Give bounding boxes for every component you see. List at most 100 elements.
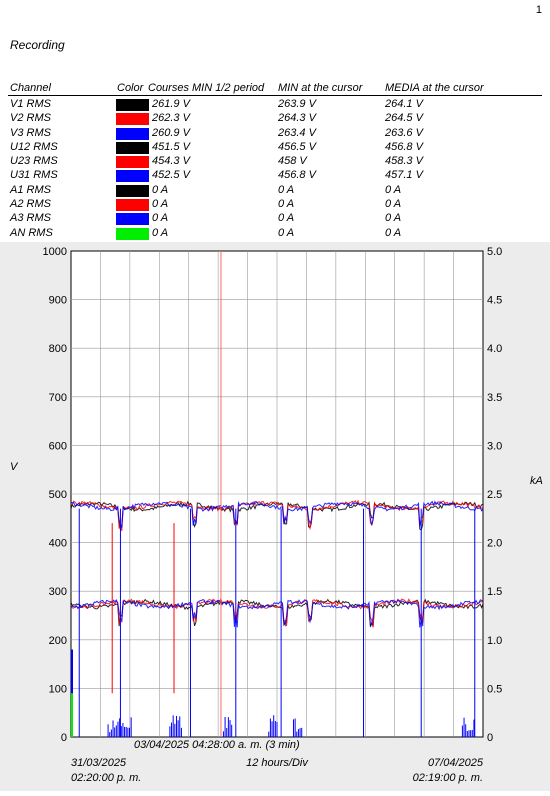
media-cursor-value: 0 A bbox=[385, 198, 402, 211]
media-cursor-value: 456.8 V bbox=[385, 140, 423, 153]
chart-panel: 0 100 200 300 400 500 600 700 800 900 1000 0 0.5 1.0 1… bbox=[0, 242, 550, 791]
y-axis-label-right: kA bbox=[530, 475, 543, 487]
min-half-period-value: 0 A bbox=[152, 183, 169, 196]
channel-name: V3 RMS bbox=[10, 126, 51, 139]
color-swatch bbox=[116, 113, 149, 126]
x-end-time: 02:19:00 p. m. bbox=[413, 772, 483, 784]
channel-name: V1 RMS bbox=[10, 98, 51, 110]
y-tick-right: 2.5 bbox=[487, 489, 502, 501]
x-start-time: 02:20:00 p. m. bbox=[71, 772, 141, 784]
media-cursor-value: 457.1 V bbox=[385, 169, 423, 182]
channel-name: U31 RMS bbox=[10, 169, 58, 182]
color-swatch bbox=[116, 199, 149, 212]
y-tick-right: 3.0 bbox=[487, 440, 502, 452]
y-tick-left: 900 bbox=[49, 295, 67, 307]
color-swatch bbox=[116, 213, 149, 226]
y-tick-left: 1000 bbox=[43, 246, 67, 258]
color-swatch bbox=[116, 227, 149, 240]
min-cursor-value: 456.5 V bbox=[278, 140, 316, 153]
color-swatch bbox=[116, 127, 149, 140]
recording-chart: 0 100 200 300 400 500 600 700 800 900 1000 0 0.5 1.0 1… bbox=[10, 246, 543, 784]
min-half-period-value: 262.3 V bbox=[152, 112, 190, 125]
y-tick-right: 0 bbox=[487, 732, 493, 744]
color-swatch bbox=[116, 99, 149, 111]
color-swatch bbox=[116, 170, 149, 183]
y-tick-right: 4.5 bbox=[487, 295, 502, 307]
y-tick-left: 800 bbox=[49, 343, 67, 355]
min-cursor-value: 456.8 V bbox=[278, 169, 316, 182]
min-half-period-value: 452.5 V bbox=[152, 169, 190, 182]
media-cursor-value: 0 A bbox=[385, 183, 402, 196]
cursor-label: 03/04/2025 04:28:00 a. m. (3 min) bbox=[134, 739, 300, 751]
x-start-date: 31/03/2025 bbox=[71, 757, 127, 769]
series-line-u31-rms bbox=[70, 500, 484, 528]
min-cursor-value: 263.4 V bbox=[278, 126, 316, 139]
min-cursor-value: 0 A bbox=[278, 226, 295, 239]
table-row: U12 RMS 451.5 V 456.5 V 456.8 V bbox=[0, 141, 550, 155]
series-line-v2-rms bbox=[70, 597, 484, 628]
header-channel: Channel bbox=[10, 82, 51, 94]
x-division-label: 12 hours/Div bbox=[246, 757, 309, 769]
header-min-half-period: Courses MIN 1/2 period bbox=[148, 82, 265, 94]
channel-name: U23 RMS bbox=[10, 155, 58, 168]
y-tick-right: 1.0 bbox=[487, 635, 502, 647]
page-number: 1 bbox=[535, 4, 542, 16]
y-tick-left: 400 bbox=[49, 538, 67, 550]
y-tick-left: 0 bbox=[61, 732, 67, 744]
media-cursor-value: 264.5 V bbox=[385, 112, 423, 125]
min-half-period-value: 451.5 V bbox=[152, 140, 190, 153]
table-header: Channel Color Courses MIN 1/2 period MIN… bbox=[0, 82, 550, 94]
series-line-u23-rms bbox=[70, 499, 484, 532]
channel-name: A1 RMS bbox=[10, 183, 51, 196]
y-tick-right: 4.0 bbox=[487, 343, 502, 355]
table-row: V1 RMS 261.9 V 263.9 V 264.1 V bbox=[0, 98, 550, 112]
header-media-cursor: MEDIA at the cursor bbox=[385, 82, 484, 94]
header-divider bbox=[8, 95, 542, 96]
header-color: Color bbox=[117, 82, 144, 94]
min-cursor-value: 458 V bbox=[278, 155, 307, 168]
y-tick-right: 0.5 bbox=[487, 683, 502, 695]
color-swatch bbox=[116, 141, 149, 154]
channel-name: V2 RMS bbox=[10, 112, 51, 125]
y-tick-right: 2.0 bbox=[487, 538, 502, 550]
media-cursor-value: 458.3 V bbox=[385, 155, 423, 168]
header-min-cursor: MIN at the cursor bbox=[278, 82, 363, 94]
channel-name: U12 RMS bbox=[10, 140, 58, 153]
min-half-period-value: 0 A bbox=[152, 198, 169, 211]
y-tick-left: 600 bbox=[49, 440, 67, 452]
channel-name: A2 RMS bbox=[10, 198, 51, 211]
y-tick-left: 700 bbox=[49, 392, 67, 404]
media-cursor-value: 0 A bbox=[385, 212, 402, 225]
table-row: V2 RMS 262.3 V 264.3 V 264.5 V bbox=[0, 112, 550, 126]
min-cursor-value: 0 A bbox=[278, 198, 295, 211]
table-row: A3 RMS 0 A 0 A 0 A bbox=[0, 212, 550, 226]
series-line-v1-rms bbox=[70, 598, 484, 628]
y-tick-left: 300 bbox=[49, 586, 67, 598]
min-half-period-value: 0 A bbox=[152, 226, 169, 239]
min-cursor-value: 263.9 V bbox=[278, 98, 316, 110]
channel-table: V1 RMS 261.9 V 263.9 V 264.1 V V2 RMS 262.3 V… bbox=[0, 98, 550, 241]
table-row: A1 RMS 0 A 0 A 0 A bbox=[0, 184, 550, 198]
media-cursor-value: 0 A bbox=[385, 226, 402, 239]
series-line-v3-rms bbox=[70, 598, 484, 628]
channel-name: A3 RMS bbox=[10, 212, 51, 225]
color-swatch bbox=[116, 184, 149, 197]
recording-title: Recording bbox=[10, 38, 65, 52]
y-tick-left: 200 bbox=[49, 635, 67, 647]
min-half-period-value: 0 A bbox=[152, 212, 169, 225]
media-cursor-value: 263.6 V bbox=[385, 126, 423, 139]
y-tick-left: 100 bbox=[49, 683, 67, 695]
min-half-period-value: 261.9 V bbox=[152, 98, 190, 110]
table-row: U23 RMS 454.3 V 458 V 458.3 V bbox=[0, 155, 550, 169]
x-end-date: 07/04/2025 bbox=[428, 757, 484, 769]
min-half-period-value: 260.9 V bbox=[152, 126, 190, 139]
table-row: A2 RMS 0 A 0 A 0 A bbox=[0, 198, 550, 212]
min-cursor-value: 264.3 V bbox=[278, 112, 316, 125]
y-tick-right: 3.5 bbox=[487, 392, 502, 404]
channel-name: AN RMS bbox=[10, 226, 53, 239]
min-cursor-value: 0 A bbox=[278, 183, 295, 196]
media-cursor-value: 264.1 V bbox=[385, 98, 423, 110]
y-tick-right: 1.5 bbox=[487, 586, 502, 598]
table-row: V3 RMS 260.9 V 263.4 V 263.6 V bbox=[0, 127, 550, 141]
table-row: AN RMS 0 A 0 A 0 A bbox=[0, 227, 550, 241]
